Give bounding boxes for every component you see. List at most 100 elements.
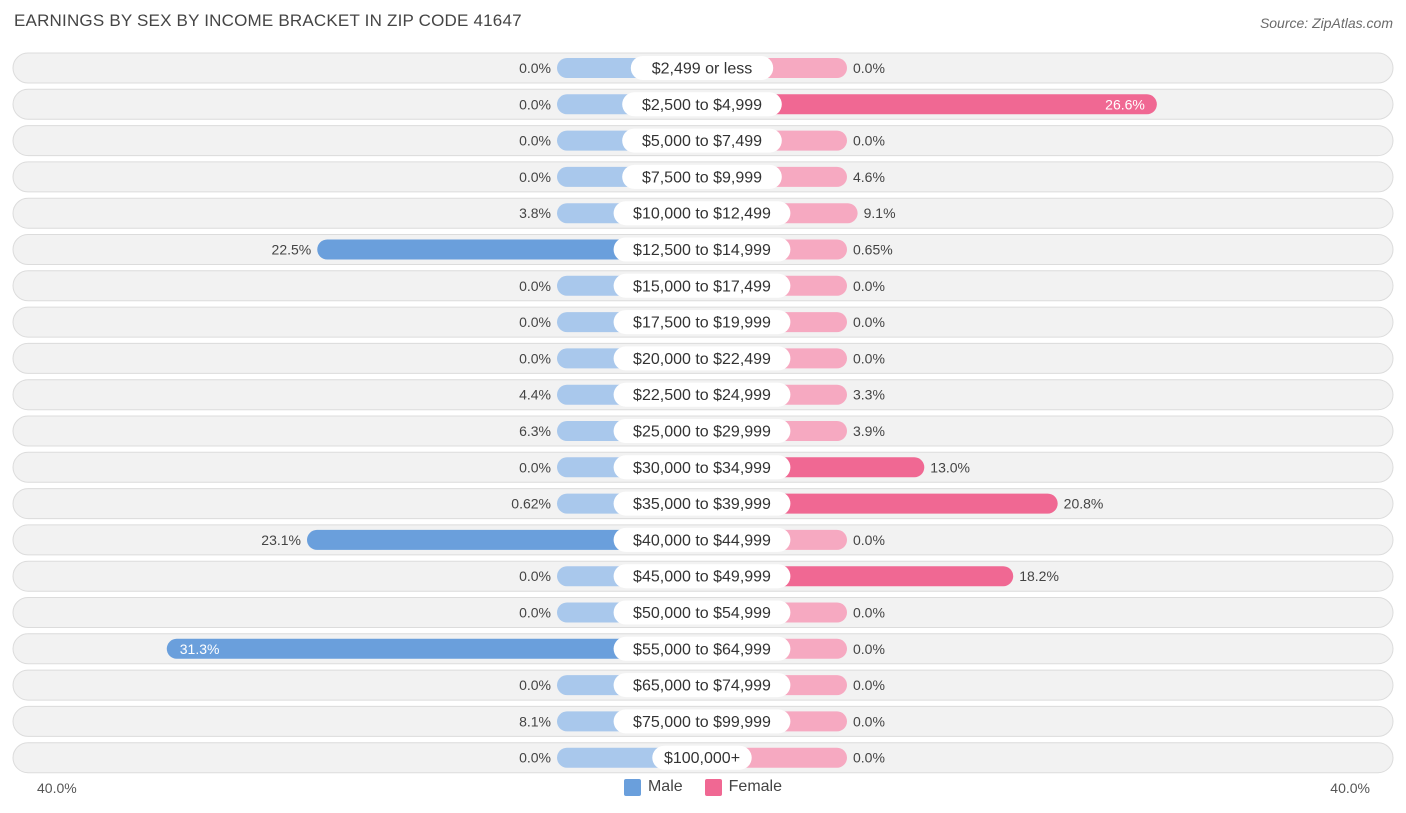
male-value-label: 0.0% [519, 677, 551, 693]
income-row: $7,500 to $9,999 0.0% 4.6% [12, 161, 1394, 193]
legend: Male Female [0, 778, 1406, 796]
category-label: $2,500 to $4,999 [642, 97, 762, 114]
male-value-label: 0.0% [519, 750, 551, 766]
category-label: $17,500 to $19,999 [633, 315, 771, 332]
category-label-bg [613, 419, 791, 443]
female-value-label: 0.0% [853, 278, 885, 294]
male-value-label: 8.1% [519, 713, 551, 729]
category-label: $75,000 to $99,999 [633, 714, 771, 731]
category-label-bg [613, 636, 791, 661]
category-label: $5,000 to $7,499 [642, 133, 762, 150]
female-bar [702, 94, 1157, 115]
male-value-label: 22.5% [272, 242, 312, 258]
female-value-label: 0.0% [853, 641, 885, 657]
legend-label-female: Female [728, 778, 783, 795]
category-label: $20,000 to $22,499 [633, 351, 771, 368]
income-row: $100,000+ 0.0% 0.0% [12, 742, 1394, 774]
female-value-label: 4.6% [853, 169, 885, 185]
category-label-bg [622, 92, 782, 117]
male-bar [306, 529, 702, 550]
axis-label-right: 40.0% [1330, 780, 1370, 796]
income-row: $20,000 to $22,499 0.0% 0.0% [12, 342, 1394, 374]
male-value-label: 0.0% [519, 459, 551, 475]
male-value-label: 0.62% [511, 496, 551, 512]
category-label-bg [622, 128, 782, 153]
category-label-bg [613, 527, 791, 552]
female-swatch [704, 778, 722, 796]
male-value-label: 23.1% [261, 532, 301, 548]
category-label: $25,000 to $29,999 [633, 424, 771, 441]
income-row: $12,500 to $14,999 22.5% 0.65% [12, 234, 1394, 265]
female-value-label: 0.0% [853, 133, 885, 149]
female-value-label: 0.0% [853, 605, 885, 621]
female-value-label: 0.0% [853, 677, 885, 693]
male-value-label: 0.0% [519, 169, 551, 185]
category-label: $10,000 to $12,499 [633, 206, 771, 223]
axis-label-left: 40.0% [37, 780, 77, 796]
female-value-label: 0.65% [853, 242, 893, 258]
female-value-label: 3.3% [853, 387, 885, 403]
male-value-label: 0.0% [519, 96, 551, 112]
income-row: $40,000 to $44,999 23.1% 0.0% [12, 524, 1394, 556]
female-value-label: 18.2% [1019, 568, 1059, 584]
category-label: $22,500 to $24,999 [633, 387, 771, 404]
female-value-label: 9.1% [864, 205, 896, 221]
category-label-bg [613, 237, 791, 262]
female-value-label: 0.0% [853, 60, 885, 76]
category-label: $40,000 to $44,999 [633, 532, 771, 549]
category-label-bg [652, 745, 752, 770]
chart-title: EARNINGS BY SEX BY INCOME BRACKET IN ZIP… [14, 11, 522, 30]
male-value-label: 0.0% [519, 605, 551, 621]
category-label: $30,000 to $34,999 [633, 460, 771, 477]
female-value-label: 3.9% [853, 423, 885, 439]
category-label: $100,000+ [664, 750, 740, 767]
female-value-label: 26.6% [1105, 96, 1145, 112]
female-bar [702, 493, 1058, 514]
male-value-label: 31.3% [180, 641, 220, 657]
male-value-label: 4.4% [519, 387, 551, 403]
male-value-label: 0.0% [519, 60, 551, 76]
category-label: $35,000 to $39,999 [633, 496, 771, 513]
category-label: $15,000 to $17,499 [633, 278, 771, 295]
income-row: $45,000 to $49,999 0.0% 18.2% [12, 560, 1394, 592]
category-label-bg [613, 455, 791, 480]
male-value-label: 0.0% [519, 350, 551, 366]
income-row: $15,000 to $17,499 0.0% 0.0% [12, 270, 1394, 302]
male-value-label: 3.8% [519, 205, 551, 221]
legend-item-male[interactable]: Male [623, 778, 683, 796]
category-label-bg [613, 491, 791, 516]
income-row: $10,000 to $12,499 3.8% 9.1% [12, 197, 1394, 229]
category-label-bg [613, 564, 791, 589]
female-value-label: 20.8% [1064, 496, 1104, 512]
category-label: $65,000 to $74,999 [633, 678, 771, 695]
income-row: $2,500 to $4,999 0.0% 26.6% [12, 88, 1394, 120]
male-value-label: 0.0% [519, 133, 551, 149]
income-row: $65,000 to $74,999 0.0% 0.0% [12, 669, 1394, 701]
female-value-label: 0.0% [853, 750, 885, 766]
category-label-bg [613, 382, 791, 407]
category-label-bg [622, 164, 782, 189]
category-label-bg [613, 346, 791, 371]
male-value-label: 0.0% [519, 568, 551, 584]
male-value-label: 0.0% [519, 314, 551, 330]
male-swatch [623, 778, 641, 796]
category-label: $55,000 to $64,999 [633, 641, 771, 658]
category-label-bg [613, 201, 791, 226]
diverging-bar-chart: $2,499 or less 0.0% 0.0% $2,500 to $4,999 0.… [12, 52, 1394, 774]
female-value-label: 0.0% [853, 350, 885, 366]
female-value-label: 13.0% [930, 459, 970, 475]
male-value-label: 6.3% [519, 423, 551, 439]
category-label-bg [630, 56, 774, 80]
category-label-bg [613, 673, 791, 698]
category-label: $7,500 to $9,999 [642, 169, 762, 186]
legend-item-female[interactable]: Female [704, 778, 783, 796]
income-row: $2,499 or less 0.0% 0.0% [12, 52, 1394, 84]
income-row: $17,500 to $19,999 0.0% 0.0% [12, 306, 1394, 338]
legend-label-male: Male [647, 778, 683, 795]
income-row: $5,000 to $7,499 0.0% 0.0% [12, 125, 1394, 157]
income-row: $50,000 to $54,999 0.0% 0.0% [12, 597, 1394, 628]
category-label: $2,499 or less [652, 61, 753, 78]
income-row: $30,000 to $34,999 0.0% 13.0% [12, 451, 1394, 483]
income-row: $25,000 to $29,999 6.3% 3.9% [12, 415, 1394, 447]
category-label: $50,000 to $54,999 [633, 605, 771, 622]
